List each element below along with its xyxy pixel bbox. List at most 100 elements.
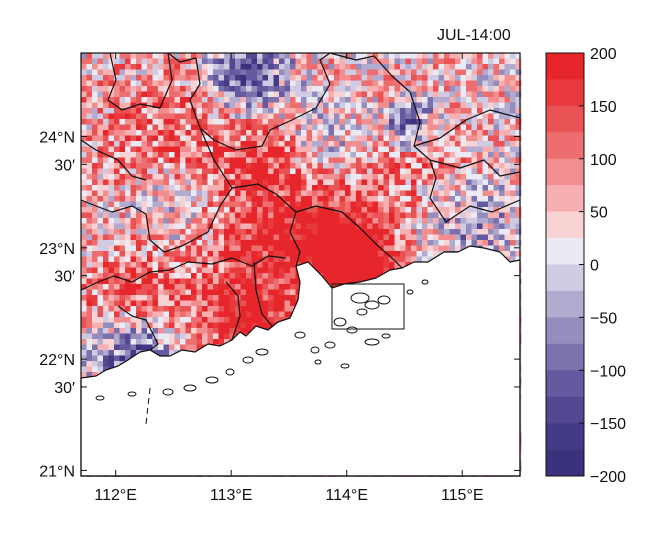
heat-cell — [394, 146, 401, 153]
heat-cell — [449, 141, 456, 147]
heat-cell — [400, 245, 406, 252]
heat-cell — [295, 163, 302, 169]
heat-cell — [251, 108, 258, 114]
heat-cell — [356, 124, 362, 131]
heat-cell — [81, 146, 87, 153]
heat-cell — [196, 152, 203, 158]
heat-cell — [471, 212, 478, 219]
heat-cell — [191, 229, 197, 235]
heat-cell — [504, 69, 511, 76]
heat-cell — [455, 124, 461, 131]
heat-cell — [229, 196, 236, 202]
heat-cell — [295, 124, 302, 131]
heat-cell — [312, 262, 318, 268]
heat-cell — [290, 185, 296, 191]
heat-cell — [147, 53, 153, 59]
heat-cell — [207, 91, 214, 98]
heat-cell — [339, 141, 346, 147]
heat-cell — [372, 229, 379, 235]
heat-cell — [427, 64, 434, 70]
heat-cell — [488, 97, 494, 103]
heat-cell — [510, 190, 516, 197]
heat-cell — [405, 179, 412, 186]
heat-cell — [97, 350, 104, 356]
heat-cell — [240, 284, 247, 290]
heat-cell — [202, 218, 208, 224]
heat-cell — [279, 218, 285, 224]
heat-cell — [130, 328, 137, 334]
heat-cell — [207, 168, 214, 175]
heat-cell — [169, 317, 175, 323]
heat-cell — [174, 179, 181, 186]
heat-cell — [180, 152, 186, 158]
heat-cell — [350, 201, 357, 208]
heat-cell — [191, 322, 197, 329]
heat-cell — [356, 58, 362, 65]
heat-cell — [103, 157, 109, 164]
heat-cell — [339, 135, 346, 142]
heat-cell — [86, 53, 93, 59]
heat-cell — [356, 108, 362, 114]
heat-cell — [422, 190, 428, 197]
heat-cell — [301, 119, 307, 125]
heat-cell — [389, 251, 395, 257]
heat-cell — [471, 157, 478, 164]
heat-cell — [367, 179, 373, 186]
heat-cell — [207, 295, 214, 301]
heat-cell — [229, 289, 236, 296]
heat-cell — [97, 333, 104, 340]
heat-cell — [405, 119, 412, 125]
heat-cell — [295, 97, 302, 103]
heat-cell — [152, 306, 159, 312]
heat-cell — [290, 179, 296, 186]
heat-cell — [268, 174, 274, 180]
heat-cell — [345, 108, 351, 114]
heat-cell — [394, 212, 401, 219]
heat-cell — [229, 157, 236, 164]
heat-cell — [86, 124, 93, 131]
heat-cell — [515, 135, 522, 142]
heat-cell — [130, 102, 137, 109]
heat-cell — [356, 130, 362, 136]
heat-cell — [114, 185, 120, 191]
heat-cell — [383, 141, 390, 147]
heat-cell — [290, 174, 296, 180]
heat-cell — [141, 75, 148, 81]
heat-cell — [477, 97, 483, 103]
heat-cell — [136, 113, 142, 120]
heat-cell — [257, 174, 263, 180]
heat-cell — [251, 69, 258, 76]
heat-cell — [207, 80, 214, 87]
heat-cell — [290, 262, 296, 268]
heat-cell — [136, 53, 142, 59]
heat-cell — [460, 135, 467, 142]
heat-cell — [169, 91, 175, 98]
heat-cell — [235, 91, 241, 98]
heat-cell — [383, 69, 390, 76]
heat-cell — [251, 306, 258, 312]
heat-cell — [169, 289, 175, 296]
heat-cell — [81, 141, 87, 147]
heat-cell — [163, 262, 170, 268]
heat-cell — [422, 53, 428, 59]
heat-cell — [147, 212, 153, 219]
heat-cell — [510, 141, 516, 147]
heat-cell — [312, 75, 318, 81]
heat-cell — [246, 229, 252, 235]
heat-cell — [136, 322, 142, 329]
heat-cell — [317, 80, 324, 87]
heat-cell — [158, 119, 164, 125]
heat-cell — [97, 361, 104, 367]
heat-cell — [103, 64, 109, 70]
heat-cell — [224, 179, 230, 186]
heat-cell — [213, 58, 219, 65]
heat-cell — [92, 218, 98, 224]
heat-cell — [510, 207, 516, 213]
heat-cell — [119, 317, 126, 323]
heat-cell — [488, 135, 494, 142]
heat-cell — [317, 157, 324, 164]
heat-cell — [169, 152, 175, 158]
heat-cell — [455, 229, 461, 235]
heat-cell — [103, 146, 109, 153]
heat-cell — [141, 185, 148, 191]
